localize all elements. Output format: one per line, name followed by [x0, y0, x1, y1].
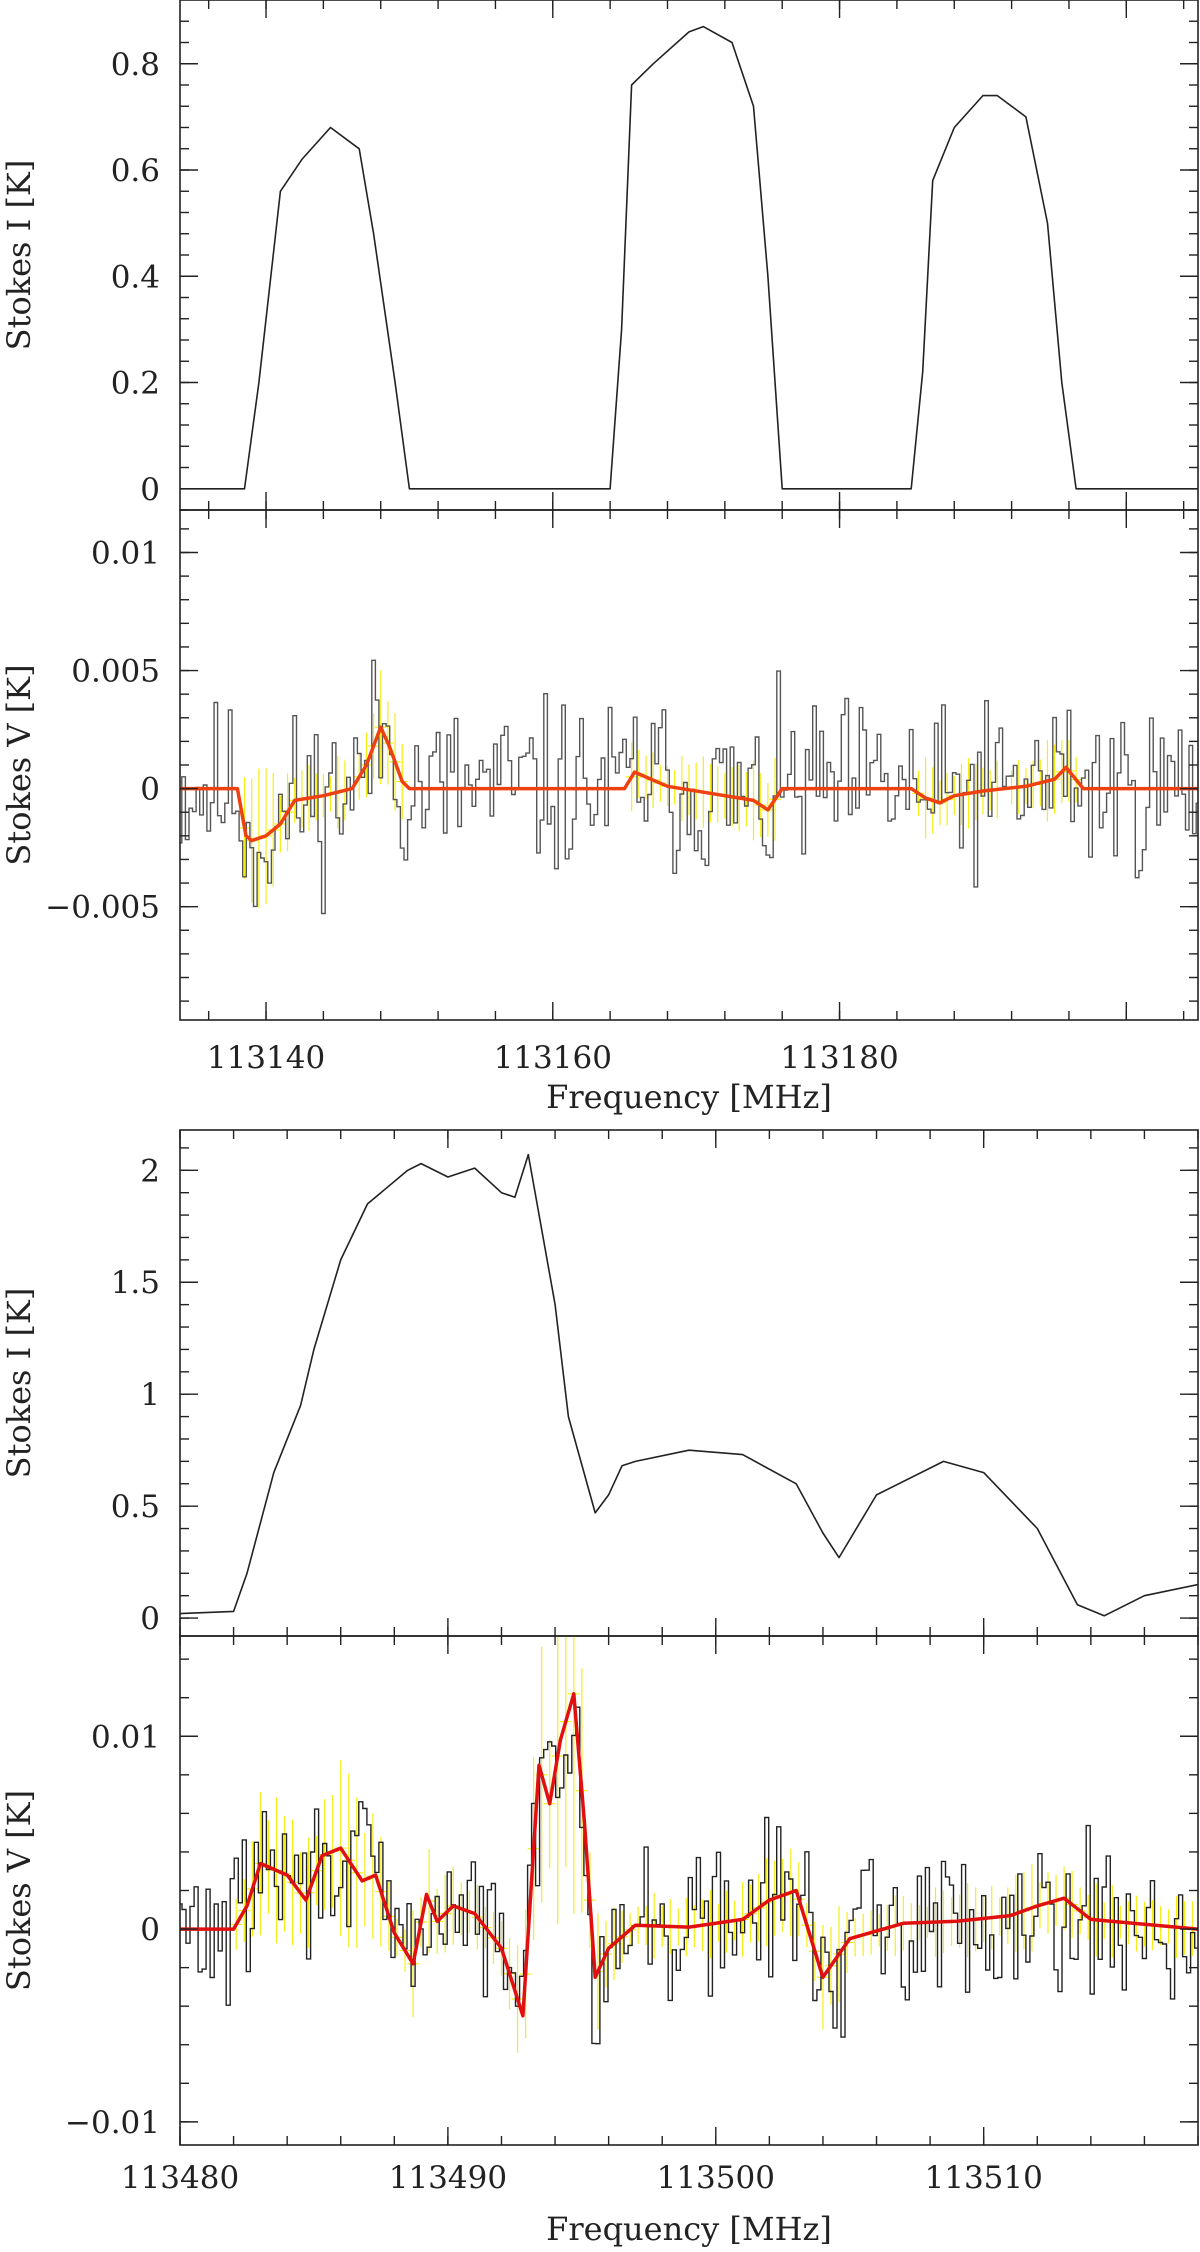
plot-area [180, 25, 1198, 490]
axes-frame [179, 1129, 1199, 1637]
y-axis-label: Stokes V [K] [0, 664, 38, 865]
x-tick-label: 113490 [389, 2160, 507, 2196]
y-tick-label: −0.005 [45, 890, 160, 926]
plot-area [180, 1636, 1198, 2053]
x-tick-label: 113500 [657, 2160, 775, 2196]
plot-area [180, 659, 1198, 915]
y-tick-label: 0.8 [111, 47, 160, 83]
stokes-i-line [180, 1153, 1198, 1617]
y-tick-label: 0.005 [71, 654, 160, 690]
y-axis-label: Stokes I [K] [0, 1288, 38, 1479]
fit-line [180, 725, 1198, 843]
y-tick-label: 0.2 [111, 366, 160, 402]
y-tick-label: 0.01 [91, 1719, 160, 1755]
y-tick-label: 0 [140, 1912, 160, 1948]
y-tick-label: 0 [140, 1601, 160, 1637]
x-tick-label: 113160 [494, 1040, 612, 1076]
axes-frame [179, 0, 1199, 511]
y-tick-label: 2 [140, 1153, 160, 1189]
y-tick-label: 0.5 [111, 1489, 160, 1525]
stokes-i-panel-bottom: 0 0.5 1 1.5 2 Stokes I [K] [0, 1129, 1199, 1637]
fit-line [180, 1692, 1198, 2018]
x-axis-label: Frequency [MHz] [546, 1078, 832, 1116]
y-tick-label: 0.01 [91, 536, 160, 572]
x-tick-label: 113140 [207, 1040, 325, 1076]
y-axis-label: Stokes V [K] [0, 1790, 38, 1991]
y-tick-label: 1.5 [111, 1265, 160, 1301]
plot-area [180, 1153, 1198, 1617]
stokes-v-panel-bottom: −0.01 0 0.01 113480 113490 113500 113510 Stokes… [0, 1635, 1199, 2248]
stokes-v-data-line [180, 1706, 1198, 2045]
y-tick-label: 1 [140, 1377, 160, 1413]
stokes-i-panel-top: 0 0.2 0.4 0.6 0.8 Stokes I [K] [0, 0, 1199, 511]
stokes-i-line [180, 25, 1198, 490]
x-axis-label: Frequency [MHz] [546, 2210, 832, 2248]
y-tick-label: 0 [140, 472, 160, 508]
y-tick-label: 0.6 [111, 153, 160, 189]
y-tick-label: 0.4 [111, 259, 160, 295]
y-tick-label: 0 [140, 772, 160, 808]
y-tick-label: −0.01 [65, 2105, 160, 2141]
x-tick-label: 113480 [121, 2160, 239, 2196]
x-tick-label: 113180 [780, 1040, 898, 1076]
stokes-v-panel-top: −0.005 0 0.005 0.01 113140 113160 113180 Stokes… [0, 509, 1199, 1116]
y-axis-label: Stokes I [K] [0, 160, 38, 351]
error-bars [238, 670, 1083, 908]
x-tick-label: 113510 [925, 2160, 1043, 2196]
stokes-v-data-line [180, 659, 1198, 915]
